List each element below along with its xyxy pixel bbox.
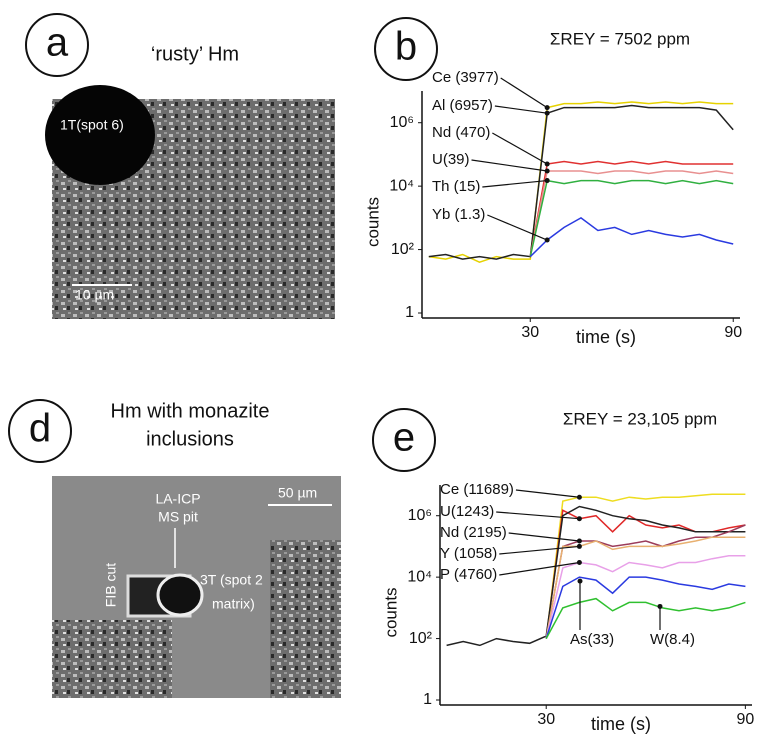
image-label: 10 µm <box>75 287 114 303</box>
annotation-label: Ce (3977) <box>432 69 499 86</box>
image-label: LA-ICP <box>155 491 200 507</box>
annotation-arrow <box>508 532 580 542</box>
annotation-label: P (4760) <box>440 566 497 583</box>
annotation-label: Ce (11689) <box>440 481 514 498</box>
image-label: MS pit <box>158 509 198 525</box>
panel-circle <box>25 13 89 77</box>
arrow-head <box>544 168 550 174</box>
y-tick-label: 10⁴ <box>389 177 414 194</box>
arrow-head <box>576 543 582 549</box>
panel-caption: inclusions <box>146 428 234 450</box>
chart-title: ΣREY = 23,105 ppm <box>563 409 717 428</box>
annotation-label: W(8.4) <box>650 631 695 648</box>
y-axis-label: counts <box>381 587 400 637</box>
x-axis-label: time (s) <box>576 327 636 347</box>
arrow-head <box>544 178 550 184</box>
annotation-arrow <box>500 77 548 109</box>
annotation-arrow <box>482 179 548 188</box>
annotation-label: Yb (1.3) <box>432 206 485 223</box>
annotation-arrow <box>499 561 580 576</box>
annotation-arrow <box>496 511 580 520</box>
arrow-head <box>576 494 582 500</box>
annotation-label: Nd (470) <box>432 124 490 141</box>
arrow-head <box>577 578 583 584</box>
annotation-label: Y (1058) <box>440 545 497 562</box>
annotation-arrow <box>487 214 548 241</box>
annotation-arrow <box>515 489 580 498</box>
annotation-arrow <box>499 545 580 555</box>
image-label: 3T (spot 2 <box>200 572 263 588</box>
image-label: 1T(spot 6) <box>60 117 124 133</box>
series-line <box>545 493 746 639</box>
y-tick-label: 1 <box>405 304 414 321</box>
arrow-head <box>544 161 550 167</box>
series-line <box>545 524 746 639</box>
annotation-label: Nd (2195) <box>440 524 507 541</box>
laser-pit <box>45 85 155 185</box>
series-line <box>545 576 746 639</box>
annotation-arrow <box>471 159 548 172</box>
arrow-head <box>576 538 582 544</box>
y-tick-label: 10⁶ <box>390 114 414 131</box>
series-line <box>428 104 734 260</box>
annotation-label: U(39) <box>432 151 470 168</box>
series-line <box>545 554 746 639</box>
y-tick-label: 1 <box>423 691 432 708</box>
arrow-head <box>576 559 582 565</box>
panel-circle <box>374 17 438 81</box>
annotation-label: Al (6957) <box>432 97 493 114</box>
y-tick-label: 10² <box>391 241 415 258</box>
series-line <box>529 170 734 257</box>
chart-title: ΣREY = 7502 ppm <box>550 29 690 48</box>
image-label: FIB cut <box>103 563 119 607</box>
arrow-head <box>576 516 582 522</box>
x-tick-label: 30 <box>521 324 539 341</box>
annotation-label: As(33) <box>570 631 614 648</box>
panel-letter: e <box>393 416 415 460</box>
y-tick-label: 10² <box>409 630 433 647</box>
series-line <box>529 217 734 258</box>
image-label: 50 µm <box>278 485 317 501</box>
arrow-head <box>657 603 663 609</box>
panel-circle <box>372 408 436 472</box>
image-label: matrix) <box>212 596 255 612</box>
y-tick-label: 10⁶ <box>408 507 432 524</box>
series-line <box>545 509 746 639</box>
panel-letter: d <box>29 407 51 451</box>
series-line <box>446 505 746 647</box>
x-axis-label: time (s) <box>591 714 651 734</box>
series-line <box>529 179 734 257</box>
annotation-arrow <box>494 105 548 114</box>
arrow-head <box>544 237 550 243</box>
y-axis-label: counts <box>363 197 382 247</box>
x-tick-label: 30 <box>537 711 555 728</box>
annotation-label: U(1243) <box>440 503 494 520</box>
annotation-label: Th (15) <box>432 178 480 195</box>
laser-pit <box>156 573 204 617</box>
sem-texture <box>270 540 341 698</box>
arrow-head <box>544 110 550 116</box>
panel-circle <box>8 399 72 463</box>
x-tick-label: 90 <box>724 324 742 341</box>
sem-texture <box>52 620 172 698</box>
panel-caption: ‘rusty’ Hm <box>151 43 239 65</box>
x-tick-label: 90 <box>736 711 754 728</box>
annotation-arrow <box>492 132 548 165</box>
panel-caption: Hm with monazite <box>111 400 270 422</box>
arrow-head <box>544 105 550 111</box>
panel-letter: b <box>395 25 417 69</box>
y-tick-label: 10⁴ <box>407 568 432 585</box>
series-line <box>428 101 734 264</box>
series-line <box>529 160 734 257</box>
panel-letter: a <box>46 21 69 65</box>
